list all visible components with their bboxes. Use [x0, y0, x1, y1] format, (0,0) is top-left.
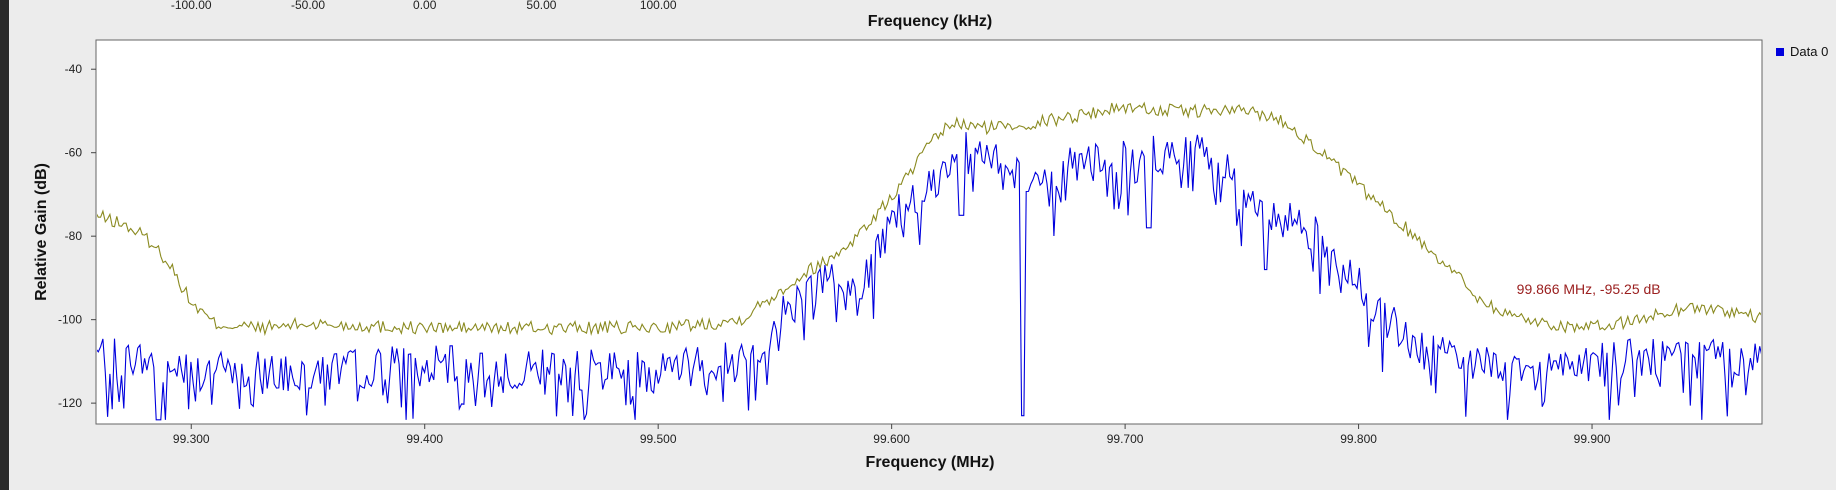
x-tick-label: 99.400: [406, 432, 443, 446]
marker-label: 99.866 MHz, -95.25 dB: [1517, 281, 1661, 297]
x-axis-title: Frequency (MHz): [866, 454, 995, 471]
legend-entry-data-0: Data 0: [1790, 44, 1829, 59]
series-olive-trace: [97, 101, 1761, 337]
plot-traces: [97, 101, 1761, 421]
plot-area: [95, 39, 1763, 425]
axis-ticks: 99.300 99.400 99.500 99.600 99.700 99.800 99.9…: [58, 0, 1611, 446]
y-tick-label: -60: [65, 146, 83, 160]
series-blue-trace: [97, 132, 1761, 421]
x-tick-label: 99.800: [1340, 432, 1377, 446]
top-axis-title: Frequency (kHz): [868, 13, 992, 30]
top-tick-label: -50.00: [291, 0, 325, 12]
y-tick-label: -80: [65, 229, 83, 243]
top-tick-label: 0.00: [413, 0, 437, 12]
x-tick-label: 99.700: [1107, 432, 1144, 446]
y-tick-label: -100: [58, 313, 82, 327]
x-tick-label: 99.500: [640, 432, 677, 446]
top-tick-label: 50.00: [526, 0, 556, 12]
legend[interactable]: Data 0: [1776, 44, 1828, 59]
y-tick-label: -40: [65, 62, 83, 76]
x-tick-label: 99.900: [1574, 432, 1611, 446]
top-tick-label: 100.00: [640, 0, 677, 12]
top-tick-label: -100.00: [171, 0, 212, 12]
window-edge: [0, 0, 9, 490]
legend-swatch: [1776, 47, 1784, 56]
y-tick-label: -120: [58, 396, 82, 410]
x-tick-label: 99.600: [873, 432, 910, 446]
y-axis-title: Relative Gain (dB): [33, 163, 50, 301]
x-tick-label: 99.300: [173, 432, 210, 446]
